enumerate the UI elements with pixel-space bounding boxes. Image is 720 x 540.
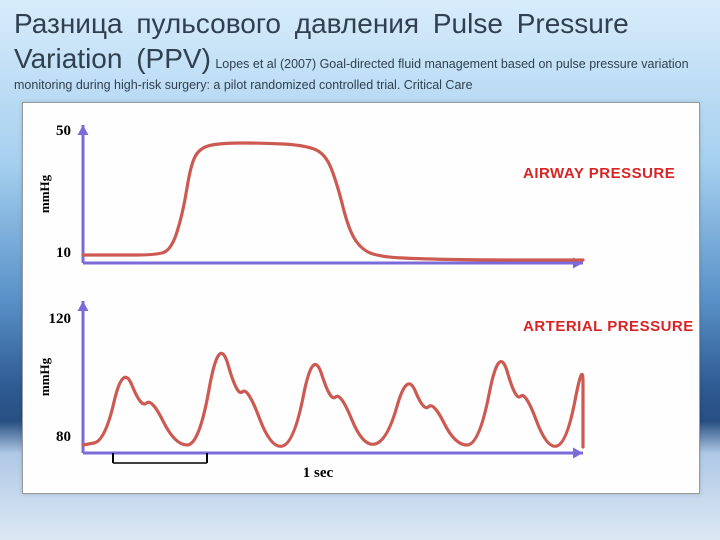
- slide-root: Разница пульсового давления Pulse Pressu…: [0, 0, 720, 540]
- arterial-ytick-top: 120: [49, 311, 72, 327]
- title-block: Разница пульсового давления Pulse Pressu…: [14, 6, 706, 95]
- chart-svg: 50 10 mmHg AIRWAY PRESSURE 120 80 mmHg 1 sec ART…: [23, 103, 699, 493]
- chart-area: 50 10 mmHg AIRWAY PRESSURE 120 80 mmHg 1 sec ART…: [22, 102, 700, 494]
- arterial-pressure-label: ARTERIAL PRESSURE: [523, 318, 694, 335]
- title-line2-prefix: Variation (PPV): [14, 43, 211, 74]
- arterial-pressure-curve: [83, 353, 583, 447]
- arterial-ylabel: mmHg: [37, 357, 52, 396]
- axis-arrowhead: [78, 301, 89, 311]
- airway-ytick-top: 50: [56, 123, 71, 139]
- airway-ytick-bottom: 10: [56, 245, 71, 261]
- airway-pressure-curve: [83, 143, 583, 260]
- airway-ylabel: mmHg: [37, 174, 52, 213]
- title-line1: Разница пульсового давления Pulse Pressu…: [14, 6, 706, 41]
- airway-pressure-label: AIRWAY PRESSURE: [523, 165, 675, 182]
- axis-arrowhead: [573, 448, 583, 459]
- arterial-ytick-bottom: 80: [56, 429, 71, 445]
- axis-arrowhead: [78, 125, 89, 135]
- xaxis-label: 1 sec: [303, 465, 334, 481]
